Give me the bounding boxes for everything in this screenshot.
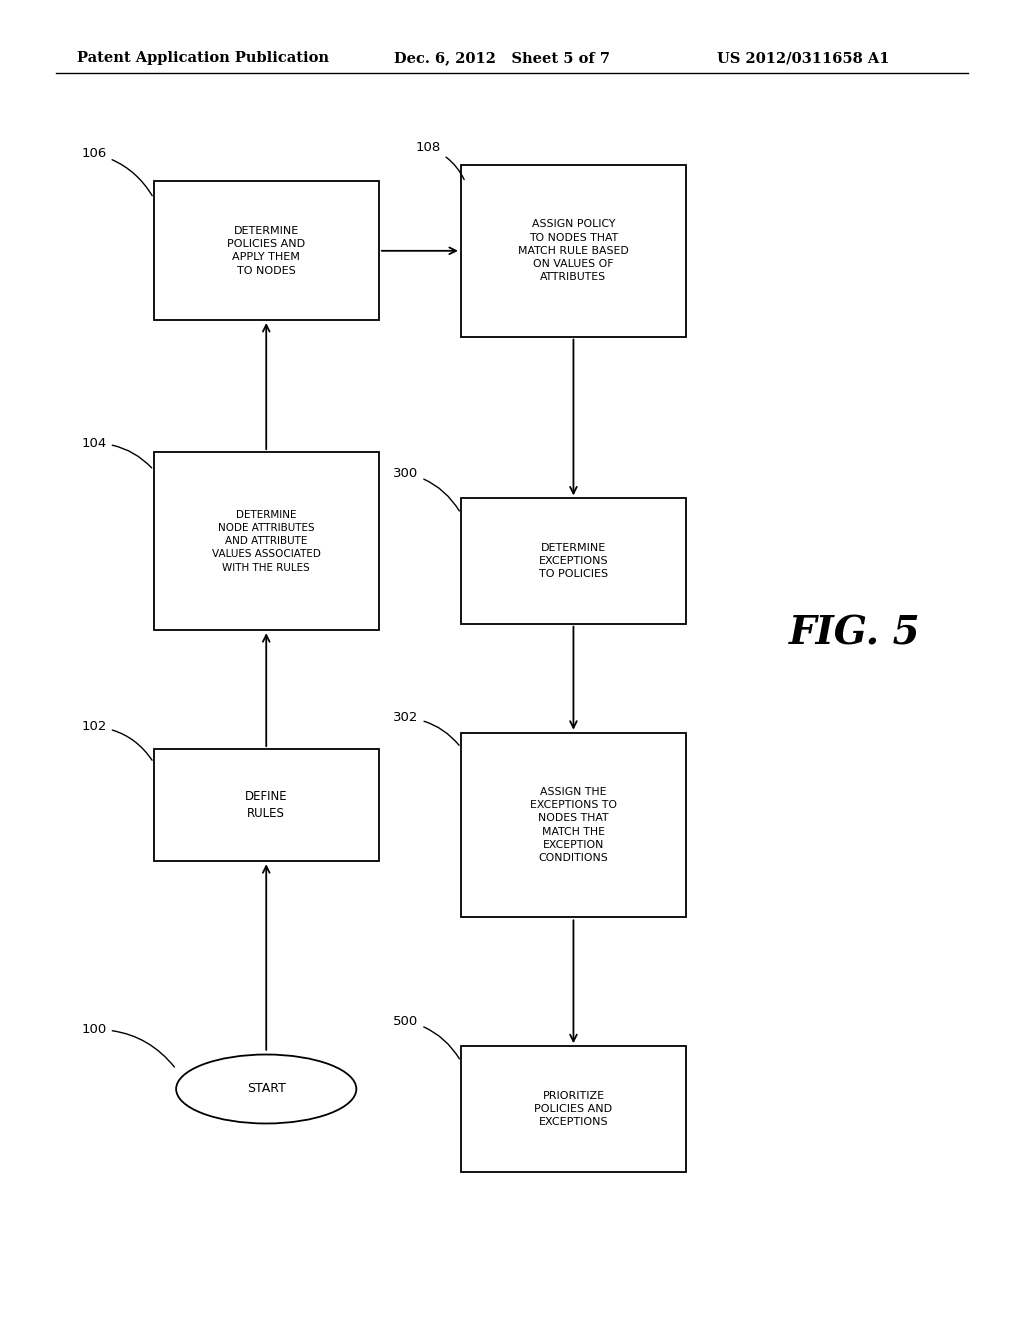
Text: 300: 300 — [393, 467, 460, 511]
Bar — [461, 165, 686, 337]
Bar — [461, 1045, 686, 1172]
Bar — [154, 181, 379, 319]
Text: ASSIGN THE
EXCEPTIONS TO
NODES THAT
MATCH THE
EXCEPTION
CONDITIONS: ASSIGN THE EXCEPTIONS TO NODES THAT MATC… — [530, 787, 616, 863]
Text: ASSIGN POLICY
TO NODES THAT
MATCH RULE BASED
ON VALUES OF
ATTRIBUTES: ASSIGN POLICY TO NODES THAT MATCH RULE B… — [518, 219, 629, 282]
Text: 106: 106 — [82, 148, 153, 195]
Text: START: START — [247, 1082, 286, 1096]
Text: DETERMINE
NODE ATTRIBUTES
AND ATTRIBUTE
VALUES ASSOCIATED
WITH THE RULES: DETERMINE NODE ATTRIBUTES AND ATTRIBUTE … — [212, 510, 321, 573]
Text: 108: 108 — [416, 141, 464, 180]
Text: 302: 302 — [393, 711, 459, 746]
Text: FIG. 5: FIG. 5 — [790, 615, 921, 652]
Text: 100: 100 — [82, 1023, 174, 1067]
Ellipse shape — [176, 1055, 356, 1123]
Bar — [154, 451, 379, 631]
Text: 500: 500 — [393, 1015, 460, 1059]
Text: DETERMINE
EXCEPTIONS
TO POLICIES: DETERMINE EXCEPTIONS TO POLICIES — [539, 543, 608, 579]
Bar — [461, 733, 686, 917]
Text: Patent Application Publication: Patent Application Publication — [77, 51, 329, 65]
Bar — [154, 748, 379, 861]
Text: Dec. 6, 2012   Sheet 5 of 7: Dec. 6, 2012 Sheet 5 of 7 — [394, 51, 610, 65]
Text: PRIORITIZE
POLICIES AND
EXCEPTIONS: PRIORITIZE POLICIES AND EXCEPTIONS — [535, 1090, 612, 1127]
Text: 104: 104 — [82, 437, 152, 467]
Text: DEFINE
RULES: DEFINE RULES — [245, 791, 288, 820]
Text: US 2012/0311658 A1: US 2012/0311658 A1 — [717, 51, 889, 65]
Text: DETERMINE
POLICIES AND
APPLY THEM
TO NODES: DETERMINE POLICIES AND APPLY THEM TO NOD… — [227, 226, 305, 276]
Bar — [461, 499, 686, 624]
Text: 102: 102 — [82, 721, 153, 760]
